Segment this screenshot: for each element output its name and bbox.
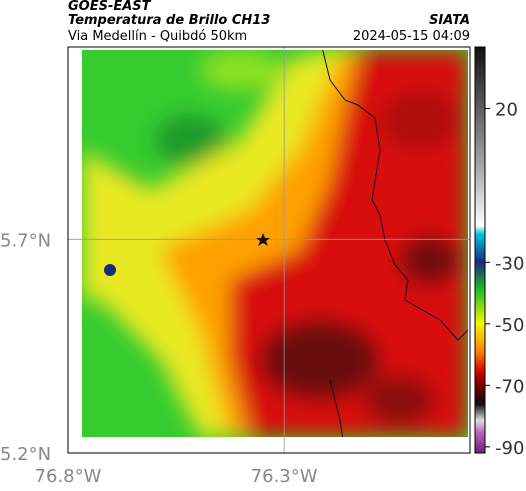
- lat-tick-label: 5.2°N: [0, 444, 51, 465]
- lon-tick-label: 76.3°W: [251, 466, 318, 487]
- colorbar-tick-label: 20: [495, 100, 518, 121]
- location-star: [256, 233, 270, 246]
- brightness-map: [82, 50, 468, 437]
- map-frame: [67, 46, 471, 454]
- colorbar-tick-label: -30: [495, 253, 524, 274]
- colorbar-tick-label: -90: [495, 438, 524, 459]
- colorbar-tick-label: -50: [495, 315, 524, 336]
- title: GOES-EAST: [68, 0, 152, 14]
- source: SIATA: [429, 13, 470, 28]
- subtitle: Temperatura de Brillo CH13: [68, 13, 270, 28]
- lon-tick-label: 76.8°W: [35, 466, 102, 487]
- region: Via Medellín - Quibdó 50km: [68, 29, 247, 44]
- timestamp: 2024-05-15 04:09: [353, 29, 470, 44]
- colorbar: [474, 46, 486, 454]
- colorbar-tick-label: -70: [495, 376, 524, 397]
- lat-tick-label: 5.7°N: [0, 230, 51, 251]
